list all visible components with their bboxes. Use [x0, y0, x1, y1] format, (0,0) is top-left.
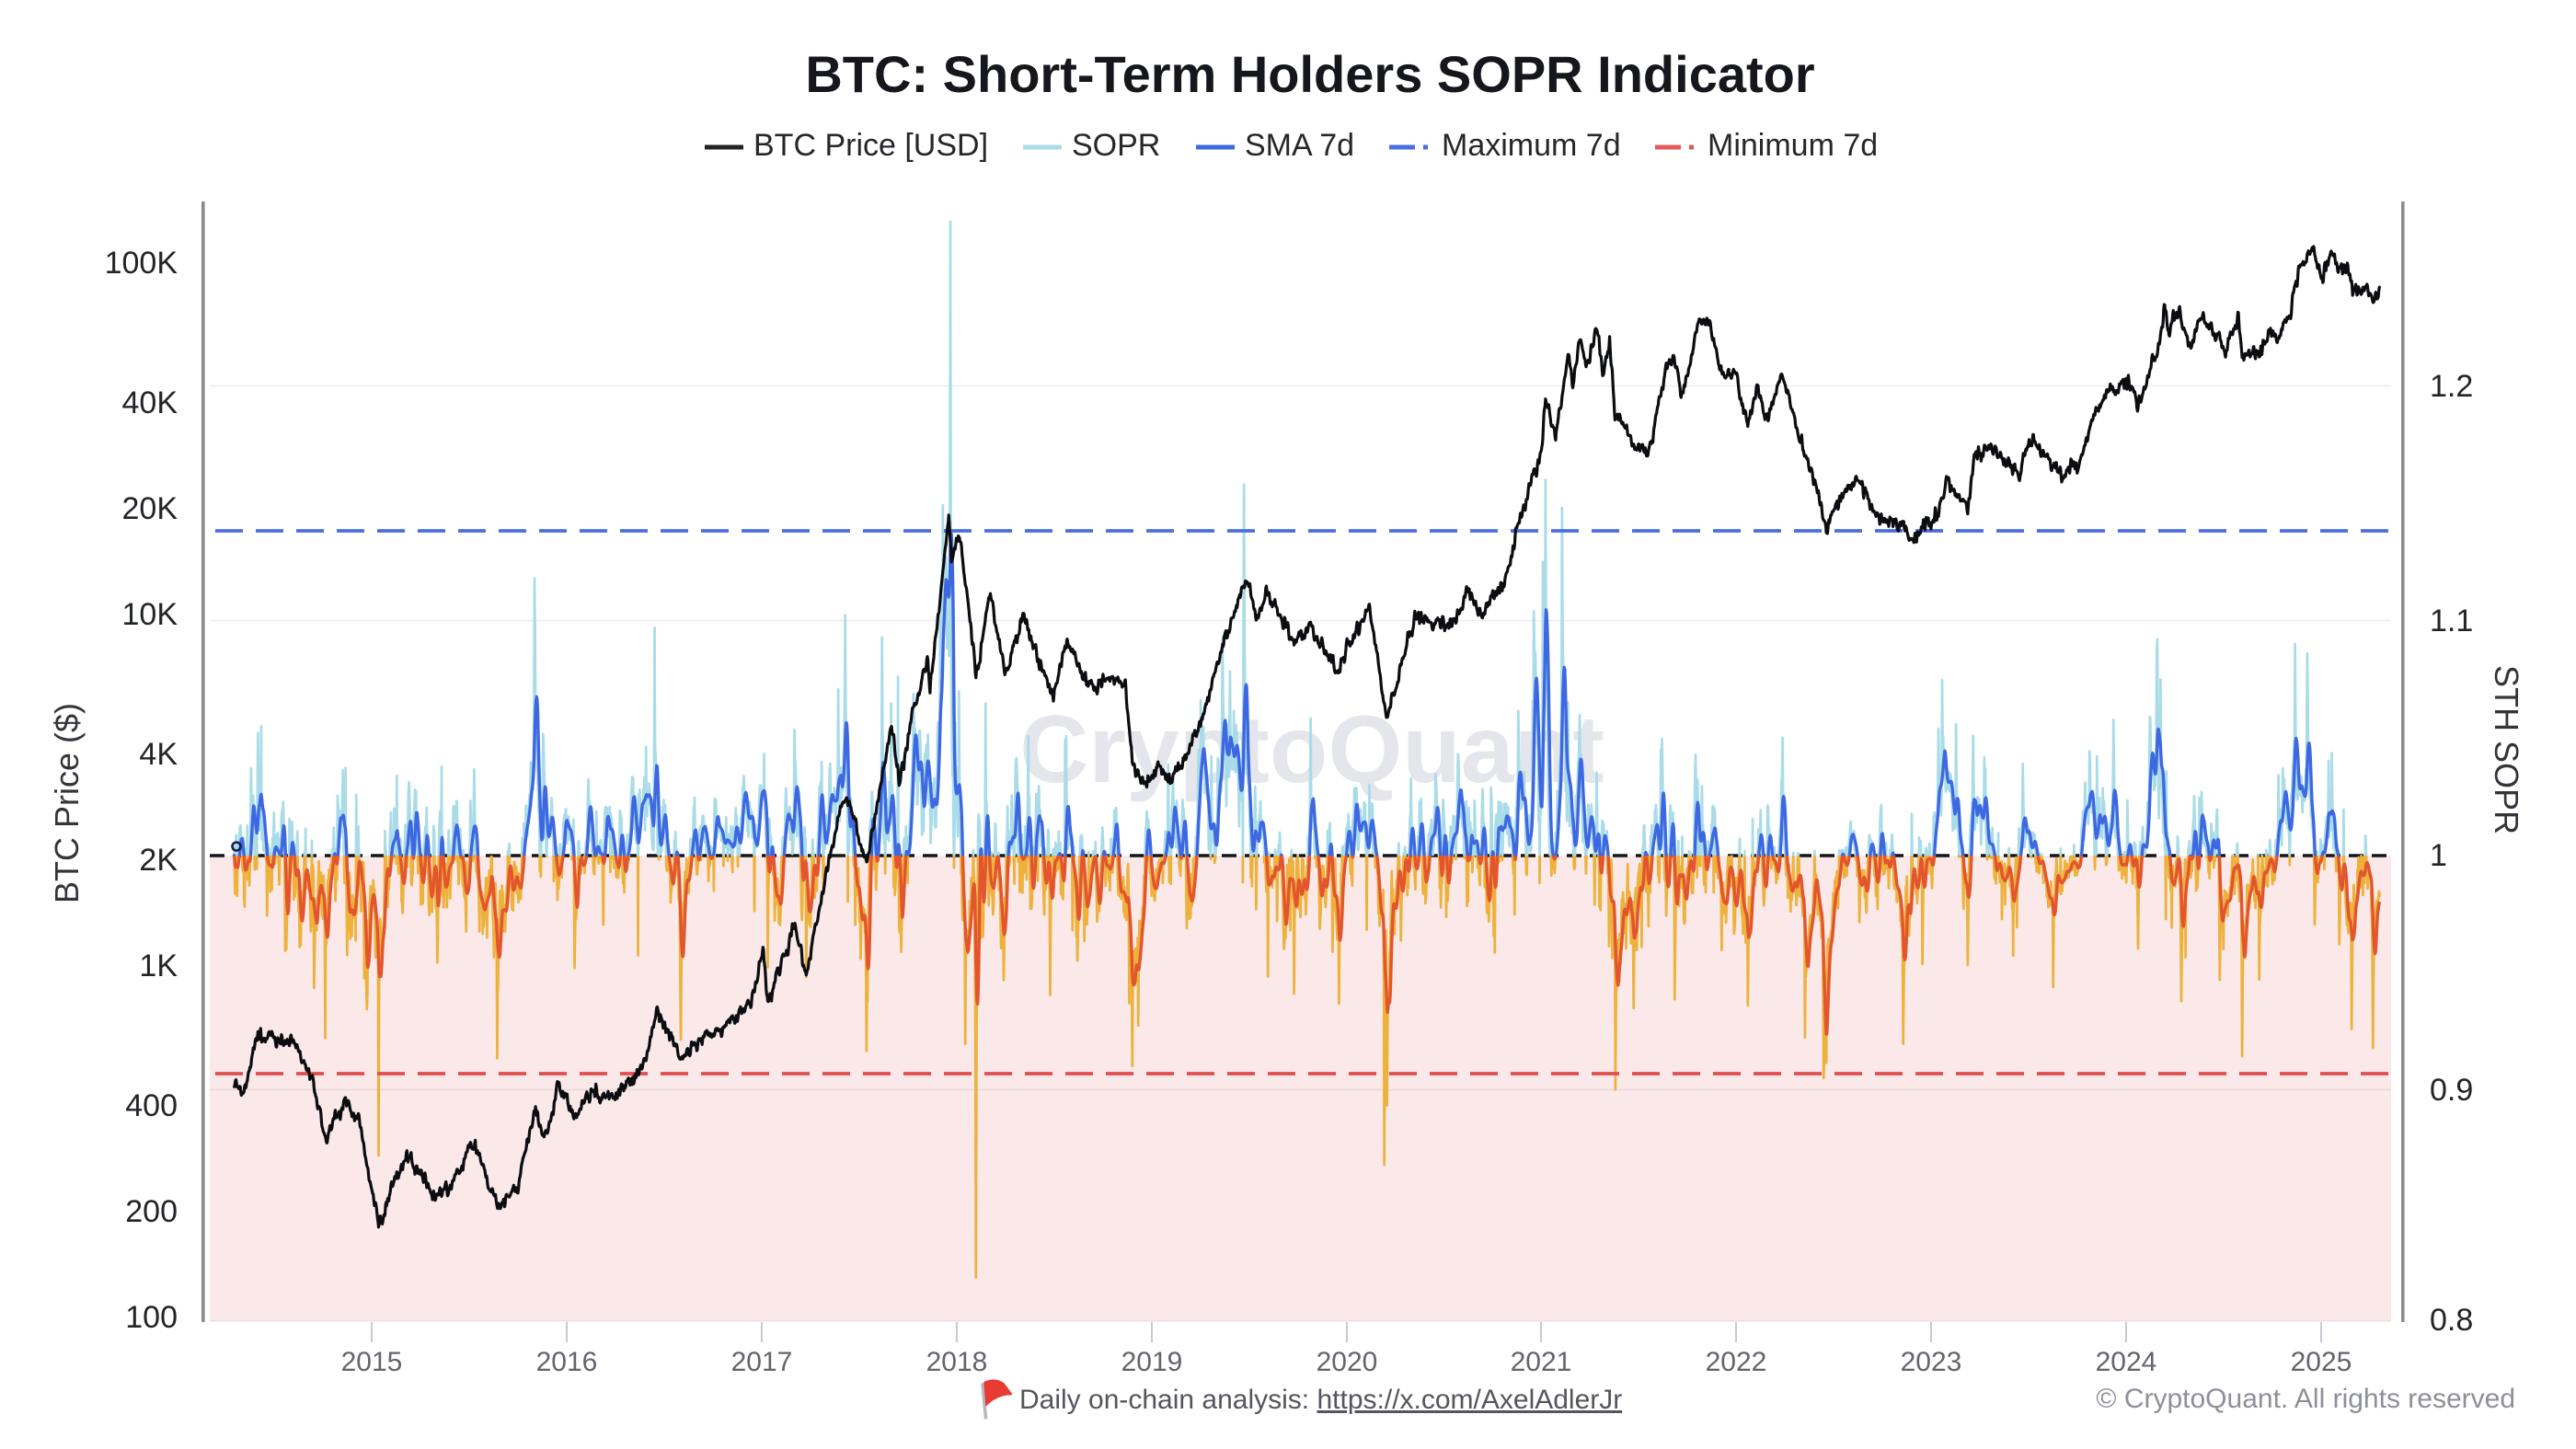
svg-text:2016: 2016 [536, 1347, 598, 1377]
svg-text:0.9: 0.9 [2430, 1073, 2473, 1108]
svg-text:1.2: 1.2 [2430, 369, 2473, 404]
svg-text:10K: 10K [122, 597, 178, 632]
svg-text:2021: 2021 [1511, 1347, 1572, 1377]
svg-text:2K: 2K [139, 843, 178, 878]
svg-text:4K: 4K [139, 737, 178, 772]
svg-text:2025: 2025 [2291, 1347, 2352, 1377]
svg-text:STH SOPR: STH SOPR [2488, 665, 2525, 834]
svg-text:20K: 20K [122, 491, 178, 526]
svg-text:2023: 2023 [1901, 1347, 1962, 1377]
svg-text:2015: 2015 [341, 1347, 403, 1377]
svg-text:SOPR: SOPR [1072, 128, 1160, 163]
svg-text:SMA 7d: SMA 7d [1245, 128, 1354, 163]
svg-text:400: 400 [125, 1088, 178, 1123]
svg-text:Daily on-chain analysis: https: Daily on-chain analysis: https://x.com/A… [1019, 1385, 1622, 1415]
svg-text:Maximum 7d: Maximum 7d [1442, 128, 1621, 163]
svg-text:1: 1 [2430, 838, 2447, 873]
svg-text:2024: 2024 [2096, 1347, 2157, 1377]
svg-text:BTC Price [USD]: BTC Price [USD] [753, 128, 988, 163]
svg-text:100K: 100K [105, 246, 178, 281]
svg-text:0.8: 0.8 [2430, 1303, 2473, 1338]
svg-text:1.1: 1.1 [2430, 604, 2473, 638]
svg-text:BTC: Short-Term Holders SOPR I: BTC: Short-Term Holders SOPR Indicator [805, 45, 1814, 103]
svg-text:100: 100 [125, 1300, 178, 1335]
svg-text:1K: 1K [139, 949, 178, 983]
svg-text:2018: 2018 [926, 1347, 988, 1377]
svg-text:2019: 2019 [1121, 1347, 1183, 1377]
svg-text:2022: 2022 [1706, 1347, 1767, 1377]
svg-text:2020: 2020 [1317, 1347, 1378, 1377]
svg-text:© CryptoQuant. All rights rese: © CryptoQuant. All rights reserved [2096, 1384, 2515, 1414]
svg-text:BTC Price ($): BTC Price ($) [48, 703, 86, 903]
svg-text:2017: 2017 [731, 1347, 793, 1377]
svg-text:Minimum 7d: Minimum 7d [1708, 128, 1878, 163]
svg-text:40K: 40K [122, 385, 178, 420]
svg-text:200: 200 [125, 1194, 178, 1229]
